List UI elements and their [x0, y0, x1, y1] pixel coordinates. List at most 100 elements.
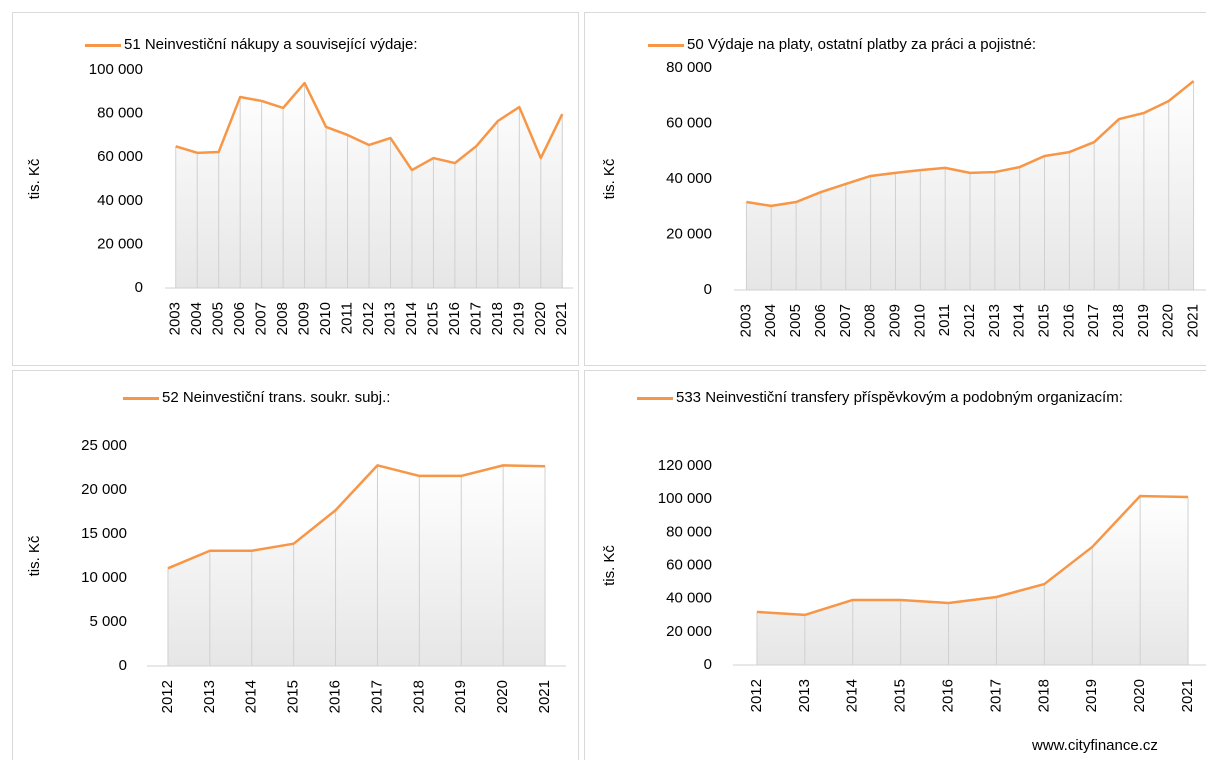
y-tick-label: 120 000 — [658, 457, 712, 474]
line — [167, 464, 546, 570]
y-tick-label: 0 — [135, 279, 143, 296]
x-tick-label: 2014 — [1011, 304, 1028, 337]
y-tick-label: 20 000 — [81, 481, 127, 498]
legend-label: 50 Výdaje na platy, ostatní platby za pr… — [687, 36, 1037, 53]
y-tick-label: 60 000 — [97, 148, 143, 165]
x-tick-label: 2013 — [986, 304, 1003, 337]
y-tick-label: 25 000 — [81, 437, 127, 454]
x-tick-label: 2012 — [961, 304, 978, 337]
y-tick-label: 100 000 — [658, 490, 712, 507]
x-tick-label: 2015 — [285, 680, 302, 713]
x-tick-label: 2003 — [167, 302, 184, 335]
x-tick-label: 2018 — [489, 302, 506, 335]
x-tick-label: 2021 — [1185, 304, 1202, 337]
x-tick-label: 2016 — [327, 680, 344, 713]
y-tick-label: 20 000 — [666, 623, 712, 640]
x-tick-label: 2012 — [748, 679, 765, 712]
legend: 533 Neinvestiční transfery příspěvkovým … — [637, 383, 1157, 413]
x-tick-label: 2009 — [296, 302, 313, 335]
x-tick-label: 2006 — [231, 302, 248, 335]
chart: 0 20 000 40 000 60 000 80 000 100 000 120 000 t… — [601, 457, 1206, 712]
x-tick-label: 2007 — [837, 304, 854, 337]
legend: 50 Výdaje na platy, ostatní platby za pr… — [648, 30, 1206, 60]
x-tick-label: 2011 — [338, 302, 355, 334]
y-tick-label: 80 000 — [97, 105, 143, 122]
y-axis-label: tis. Kč — [26, 535, 43, 576]
legend: 52 Neinvestiční trans. soukr. subj.: — [123, 383, 563, 413]
area — [756, 496, 1189, 665]
x-tick-label: 2017 — [467, 302, 484, 335]
x-tick-label: 2014 — [844, 679, 861, 712]
line — [175, 81, 564, 172]
x-tick-label: 2021 — [553, 302, 570, 335]
x-tick-label: 2014 — [403, 302, 420, 335]
x-tick-label: 2021 — [1179, 679, 1196, 712]
legend: 51 Neinvestiční nákupy a související výd… — [85, 30, 565, 60]
x-tick-label: 2016 — [940, 679, 957, 712]
x-tick-label: 2019 — [1083, 679, 1100, 712]
y-tick-label: 20 000 — [666, 225, 712, 242]
panel — [12, 12, 579, 366]
y-tick-label: 40 000 — [666, 590, 712, 607]
x-tick-label: 2006 — [812, 304, 829, 337]
y-tick-label: 5 000 — [89, 613, 127, 630]
panel — [584, 370, 1206, 760]
x-tick-label: 2010 — [911, 304, 928, 337]
y-tick-label: 60 000 — [666, 556, 712, 573]
x-tick-label: 2018 — [410, 680, 427, 713]
y-tick-label: 60 000 — [666, 114, 712, 131]
x-tick-label: 2013 — [201, 680, 218, 713]
x-tick-label: 2021 — [536, 680, 553, 713]
x-tick-label: 2004 — [762, 304, 779, 337]
legend-swatch — [648, 43, 684, 47]
y-tick-label: 15 000 — [81, 525, 127, 542]
y-tick-label: 10 000 — [81, 569, 127, 586]
x-tick-label: 2012 — [360, 302, 377, 335]
chart: 0 20 000 40 000 60 000 80 000 100 000 tis. Kč 2… — [26, 61, 573, 335]
x-tick-label: 2019 — [510, 302, 527, 335]
x-tick-label: 2012 — [159, 680, 176, 713]
legend-swatch — [123, 396, 159, 400]
line — [756, 494, 1189, 617]
x-tick-label: 2013 — [381, 302, 398, 335]
legend-label: 51 Neinvestiční nákupy a související výd… — [124, 36, 418, 53]
y-tick-label: 80 000 — [666, 59, 712, 76]
x-tick-label: 2011 — [936, 304, 953, 336]
x-tick-label: 2016 — [1060, 304, 1077, 337]
chart: 0 20 000 40 000 60 000 80 000 tis. Kč 2003 2004… — [601, 59, 1206, 337]
x-tick-label: 2014 — [243, 680, 260, 713]
x-tick-label: 2004 — [188, 302, 205, 335]
x-tick-label: 2018 — [1035, 679, 1052, 712]
panel — [12, 370, 579, 760]
x-tick-label: 2017 — [368, 680, 385, 713]
x-tick-label: 2005 — [210, 302, 227, 335]
x-tick-label: 2013 — [796, 679, 813, 712]
legend-label: 533 Neinvestiční transfery příspěvkovým … — [676, 389, 1123, 406]
y-axis-label: tis. Kč — [26, 158, 43, 199]
x-tick-label: 2019 — [452, 680, 469, 713]
x-tick-label: 2009 — [886, 304, 903, 337]
y-tick-label: 0 — [704, 656, 712, 673]
x-tick-label: 2008 — [862, 304, 879, 337]
footer: www.cityfinance.cz — [1032, 737, 1158, 754]
y-tick-label: 100 000 — [89, 61, 143, 78]
legend-label: 52 Neinvestiční trans. soukr. subj.: — [162, 389, 391, 406]
x-tick-label: 2015 — [1035, 304, 1052, 337]
legend-swatch — [85, 43, 121, 47]
legend-swatch — [637, 396, 673, 400]
x-tick-label: 2019 — [1135, 304, 1152, 337]
area — [167, 465, 546, 666]
y-tick-label: 40 000 — [666, 170, 712, 187]
panel — [584, 12, 1206, 366]
y-tick-label: 80 000 — [666, 523, 712, 540]
x-tick-label: 2007 — [253, 302, 270, 335]
x-tick-label: 2015 — [424, 302, 441, 335]
x-tick-label: 2015 — [892, 679, 909, 712]
x-tick-label: 2020 — [1131, 679, 1148, 712]
y-tick-label: 0 — [119, 657, 127, 674]
x-tick-label: 2018 — [1110, 304, 1127, 337]
x-tick-label: 2008 — [274, 302, 291, 335]
y-tick-label: 20 000 — [97, 235, 143, 252]
